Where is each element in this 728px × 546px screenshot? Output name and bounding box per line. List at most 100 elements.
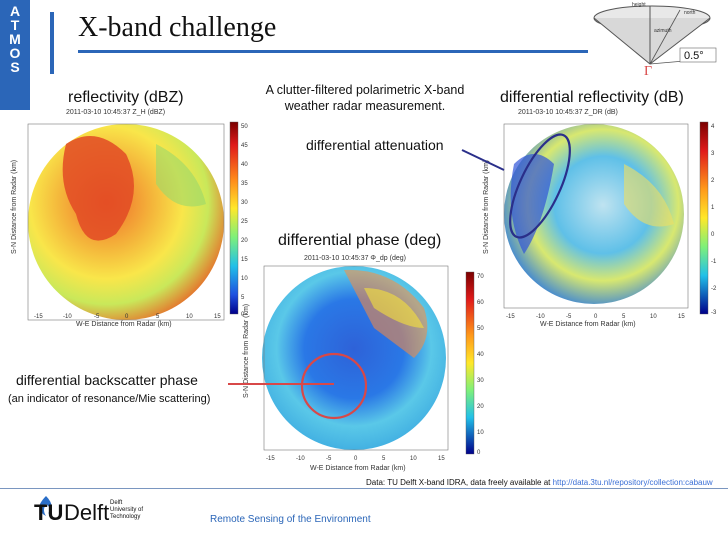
- logo-small-line: Technology: [110, 514, 141, 520]
- page-title: X-band challenge: [78, 12, 277, 43]
- reflectivity-plot: 2011-03-10 10:45:37 Z_H (dBZ) S-N Distan…: [11, 109, 248, 328]
- cbar-tick: 0: [711, 232, 715, 238]
- diff-phase-ylabel: S-N Distance from Radar (km): [243, 304, 250, 398]
- cbar-tick: -3: [711, 310, 717, 316]
- atmos-letters: A T M O S: [0, 4, 30, 74]
- cone-height-text: height: [632, 2, 646, 8]
- xtick: 15: [678, 314, 685, 320]
- cbar-tick: 45: [241, 143, 248, 149]
- diff-reflectivity-label: differential reflectivity (dB): [500, 89, 684, 106]
- logo-small-line: University of: [110, 507, 144, 513]
- data-source-note: Data: TU Delft X-band IDRA, data freely …: [366, 478, 713, 487]
- tudelft-flame-icon: [39, 496, 52, 516]
- backscatter-label: differential backscatter phase: [16, 372, 198, 388]
- xtick: 15: [438, 456, 445, 462]
- diff-attenuation-ellipse: [509, 133, 571, 239]
- slide-subtitle: A clutter-filtered polarimetric X-band w…: [258, 82, 472, 114]
- cbar-tick: 70: [477, 274, 484, 280]
- reflectivity-label: reflectivity (dBZ): [68, 89, 184, 106]
- atmos-sidebar: A T M O S: [0, 0, 30, 110]
- cbar-tick: 40: [477, 352, 484, 358]
- elevation-cone-diagram: height north east azimuth 0.5° Γ: [593, 2, 717, 79]
- xtick: -5: [326, 456, 332, 462]
- cbar-tick: 25: [241, 219, 248, 225]
- cbar-tick: 35: [241, 181, 248, 187]
- diff-phase-plot: 2011-03-10 10:45:37 Φ_dp (deg) S-N Dista…: [243, 255, 484, 472]
- diff-phase-xlabel: W-E Distance from Radar (km): [310, 465, 406, 472]
- reflectivity-radar-disk: [28, 124, 224, 320]
- xtick: -10: [536, 314, 545, 320]
- diff-phase-radar-disk: [262, 266, 446, 450]
- diff-reflectivity-ylabel: S-N Distance from Radar (km): [483, 160, 490, 254]
- backscatter-note: (an indicator of resonance/Mie scatterin…: [8, 393, 211, 405]
- title-underline: [78, 50, 588, 53]
- reflectivity-xlabel: W-E Distance from Radar (km): [76, 321, 172, 328]
- xtick: -10: [63, 314, 72, 320]
- cbar-tick: -2: [711, 286, 717, 292]
- cbar-tick: 10: [477, 430, 484, 436]
- cbar-tick: 60: [477, 300, 484, 306]
- course-name: Remote Sensing of the Environment: [210, 514, 371, 525]
- cbar-tick: 30: [241, 200, 248, 206]
- footer-divider: [0, 488, 728, 489]
- logo-delft: Delft: [64, 500, 110, 525]
- sidebar-letter: A: [9, 3, 21, 19]
- reflectivity-ylabel: S-N Distance from Radar (km): [11, 160, 18, 254]
- cbar-tick: -1: [711, 259, 717, 265]
- xtick: -5: [94, 314, 100, 320]
- xtick: 5: [622, 314, 626, 320]
- cbar-tick: 5: [241, 295, 245, 301]
- diff-attenuation-arrow: [461, 149, 505, 171]
- xtick: 0: [125, 314, 129, 320]
- reflectivity-inner-title: 2011-03-10 10:45:37 Z_H (dBZ): [66, 109, 165, 116]
- logo-university-text: Delft University of Technology: [110, 500, 143, 521]
- xtick: 10: [410, 456, 417, 462]
- diff-reflectivity-colorbar: [699, 121, 709, 315]
- xtick: 0: [594, 314, 598, 320]
- xtick: 10: [650, 314, 657, 320]
- sidebar-letter: S: [10, 59, 20, 75]
- data-source-link[interactable]: http://data.3tu.nl/repository/collection…: [552, 478, 713, 487]
- cbar-tick: 0: [477, 450, 481, 456]
- diff-reflectivity-inner-title: 2011-03-10 10:45:37 Z_DR (dB): [518, 109, 618, 116]
- xtick: -15: [506, 314, 515, 320]
- cbar-tick: 40: [241, 162, 248, 168]
- cone-angle-text: 0.5°: [684, 50, 704, 62]
- cbar-tick: 2: [711, 178, 715, 184]
- diff-attenuation-label: differential attenuation: [306, 137, 444, 153]
- cbar-tick: 30: [477, 378, 484, 384]
- diff-reflectivity-plot: 2011-03-10 10:45:37 Z_DR (dB) S-N Distan…: [483, 109, 717, 328]
- radar-antenna-icon: Γ: [644, 64, 652, 79]
- cone-azimuth-text: azimuth: [654, 28, 672, 34]
- xtick: 0: [354, 456, 358, 462]
- diff-phase-colorbar: [465, 271, 475, 455]
- title-accent-bar: [50, 12, 54, 74]
- cbar-tick: 20: [241, 238, 248, 244]
- cbar-tick: 4: [711, 124, 715, 130]
- backscatter-circle: [300, 352, 368, 420]
- subtitle-line2: weather radar measurement.: [284, 99, 446, 113]
- subtitle-line1: A clutter-filtered polarimetric X-band: [265, 83, 465, 97]
- xtick: 5: [156, 314, 160, 320]
- xtick: -15: [266, 456, 275, 462]
- logo-tu-text: TU: [34, 500, 64, 525]
- sidebar-letter: O: [9, 45, 21, 61]
- logo-tu: TU: [34, 500, 63, 526]
- cbar-tick: 3: [711, 151, 715, 157]
- diff-phase-label: differential phase (deg): [278, 232, 442, 249]
- cone-north-text: north: [684, 10, 696, 16]
- cbar-tick: 50: [241, 124, 248, 130]
- logo-small-line: Delft: [110, 500, 123, 506]
- sidebar-letter: M: [9, 31, 21, 47]
- xtick: 5: [382, 456, 386, 462]
- cbar-tick: 0: [241, 312, 245, 318]
- sidebar-letter: T: [10, 17, 20, 33]
- cbar-tick: 50: [477, 326, 484, 332]
- cbar-tick: 10: [241, 276, 248, 282]
- xtick: -15: [34, 314, 43, 320]
- xtick: -10: [296, 456, 305, 462]
- cbar-tick: 1: [711, 205, 715, 211]
- diff-reflectivity-xlabel: W-E Distance from Radar (km): [540, 321, 636, 328]
- diff-phase-inner-title: 2011-03-10 10:45:37 Φ_dp (deg): [304, 255, 406, 262]
- xtick: -5: [566, 314, 572, 320]
